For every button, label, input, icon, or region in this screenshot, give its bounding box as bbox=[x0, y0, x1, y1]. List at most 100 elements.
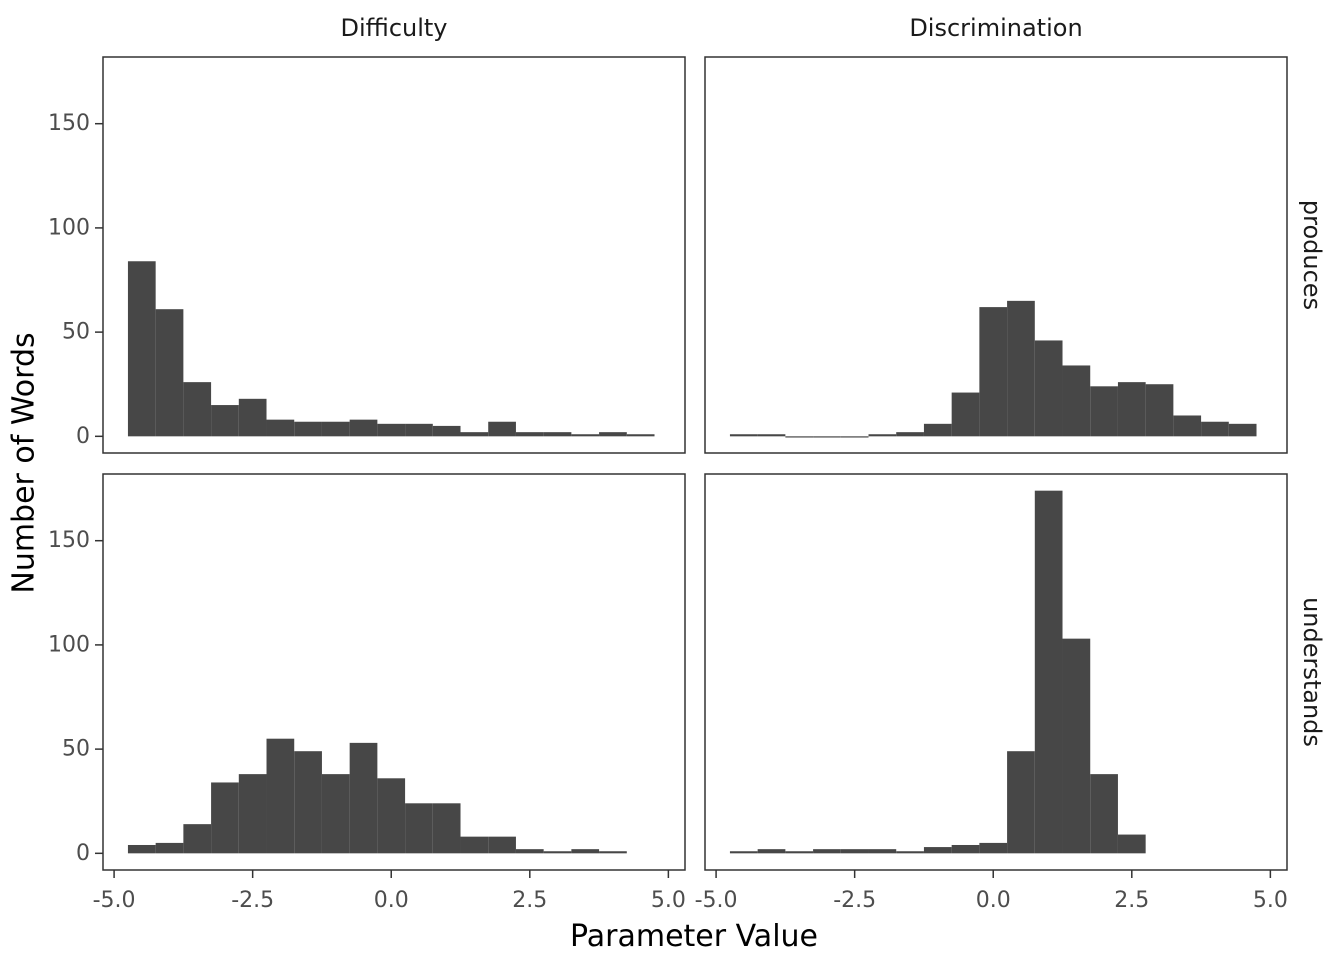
bar-produces-discrimination-12 bbox=[1062, 365, 1091, 437]
panel-border-produces-discrimination bbox=[704, 56, 1288, 454]
bar-understands-difficulty-3 bbox=[211, 782, 239, 854]
y-tick-label-understands-50: 50 bbox=[62, 737, 90, 762]
bar-understands-difficulty-12 bbox=[460, 836, 489, 854]
bar-understands-discrimination-5 bbox=[868, 849, 897, 854]
bar-understands-difficulty-2 bbox=[183, 824, 212, 854]
bar-produces-discrimination-11 bbox=[1034, 340, 1063, 437]
bar-understands-discrimination-14 bbox=[1117, 834, 1146, 854]
bar-produces-difficulty-2 bbox=[183, 382, 212, 437]
bar-produces-discrimination-17 bbox=[1201, 421, 1229, 437]
strip-label-difficulty: Difficulty bbox=[340, 14, 447, 42]
bar-produces-discrimination-5 bbox=[868, 434, 897, 437]
x-tick-label-discrimination-2: 0.0 bbox=[976, 888, 1011, 913]
bar-produces-difficulty-3 bbox=[211, 405, 239, 437]
bar-understands-difficulty-15 bbox=[543, 851, 572, 854]
y-tick-label-produces-150: 150 bbox=[48, 111, 90, 136]
bar-produces-difficulty-8 bbox=[349, 419, 378, 437]
bar-produces-difficulty-14 bbox=[515, 432, 544, 437]
strip-label-discrimination: Discrimination bbox=[909, 14, 1082, 42]
bar-understands-difficulty-13 bbox=[488, 836, 516, 854]
bar-understands-discrimination-11 bbox=[1034, 490, 1063, 854]
bar-understands-difficulty-7 bbox=[321, 774, 350, 854]
panel-bg-understands-discrimination bbox=[705, 474, 1287, 870]
bar-produces-difficulty-6 bbox=[294, 421, 322, 437]
bar-produces-difficulty-11 bbox=[432, 425, 461, 437]
bar-produces-difficulty-17 bbox=[599, 432, 627, 437]
bar-produces-difficulty-10 bbox=[405, 423, 433, 437]
y-axis-title: Number of Words bbox=[7, 332, 42, 593]
bar-produces-discrimination-0 bbox=[729, 434, 758, 437]
bar-understands-difficulty-10 bbox=[405, 803, 433, 854]
bar-understands-discrimination-9 bbox=[979, 842, 1008, 854]
bar-produces-discrimination-6 bbox=[896, 432, 924, 437]
bar-understands-difficulty-6 bbox=[294, 751, 322, 854]
strip-label-produces: produces bbox=[1298, 200, 1326, 310]
bar-understands-difficulty-0 bbox=[127, 844, 156, 854]
bar-produces-discrimination-4 bbox=[840, 436, 869, 438]
bar-produces-discrimination-3 bbox=[813, 436, 841, 438]
y-tick-label-produces-0: 0 bbox=[76, 424, 90, 449]
y-tick-label-understands-150: 150 bbox=[48, 528, 90, 553]
bar-understands-discrimination-13 bbox=[1090, 774, 1118, 854]
bar-understands-discrimination-2 bbox=[785, 851, 814, 854]
y-tick-label-understands-100: 100 bbox=[48, 632, 90, 657]
bar-understands-discrimination-12 bbox=[1062, 638, 1091, 854]
bar-produces-discrimination-10 bbox=[1007, 300, 1035, 437]
bar-understands-difficulty-14 bbox=[515, 849, 544, 854]
bar-produces-difficulty-0 bbox=[127, 261, 156, 437]
bar-produces-difficulty-1 bbox=[155, 309, 184, 437]
bar-produces-discrimination-13 bbox=[1090, 386, 1118, 437]
bar-understands-discrimination-0 bbox=[729, 851, 758, 854]
bar-produces-difficulty-7 bbox=[321, 421, 350, 437]
bar-produces-difficulty-5 bbox=[266, 419, 295, 437]
panel-border-produces-difficulty bbox=[102, 56, 686, 454]
bar-understands-difficulty-4 bbox=[238, 774, 267, 854]
panel-border-understands-discrimination bbox=[704, 473, 1288, 871]
y-tick-label-produces-50: 50 bbox=[62, 320, 90, 345]
bar-produces-discrimination-1 bbox=[757, 434, 786, 437]
strip-label-understands: understands bbox=[1298, 597, 1326, 747]
bar-understands-discrimination-8 bbox=[951, 844, 980, 854]
x-tick-label-discrimination-0: -5.0 bbox=[695, 888, 738, 913]
bar-understands-difficulty-8 bbox=[349, 742, 378, 854]
x-tick-label-difficulty-3: 2.5 bbox=[512, 888, 547, 913]
bar-understands-difficulty-17 bbox=[599, 851, 627, 854]
bar-produces-difficulty-4 bbox=[238, 398, 267, 437]
bar-produces-discrimination-15 bbox=[1145, 384, 1174, 437]
bar-produces-discrimination-2 bbox=[785, 436, 814, 438]
bar-produces-discrimination-18 bbox=[1228, 423, 1257, 437]
x-tick-label-discrimination-3: 2.5 bbox=[1114, 888, 1149, 913]
bar-produces-discrimination-14 bbox=[1117, 382, 1146, 437]
bar-understands-difficulty-16 bbox=[571, 849, 600, 854]
bar-produces-difficulty-9 bbox=[377, 423, 406, 437]
bar-understands-difficulty-5 bbox=[266, 738, 295, 854]
x-tick-label-discrimination-1: -2.5 bbox=[833, 888, 876, 913]
bar-understands-discrimination-1 bbox=[757, 849, 786, 854]
bar-understands-difficulty-9 bbox=[377, 778, 406, 854]
x-tick-label-difficulty-0: -5.0 bbox=[93, 888, 136, 913]
x-tick-label-discrimination-4: 5.0 bbox=[1253, 888, 1288, 913]
x-tick-label-difficulty-4: 5.0 bbox=[651, 888, 686, 913]
bar-produces-difficulty-16 bbox=[571, 434, 600, 437]
bar-produces-difficulty-18 bbox=[626, 434, 655, 437]
bar-produces-discrimination-9 bbox=[979, 307, 1008, 437]
x-tick-label-difficulty-2: 0.0 bbox=[374, 888, 409, 913]
bar-understands-discrimination-10 bbox=[1007, 751, 1035, 854]
bar-understands-discrimination-7 bbox=[923, 847, 952, 854]
bar-produces-discrimination-8 bbox=[951, 392, 980, 437]
bar-produces-difficulty-12 bbox=[460, 432, 489, 437]
x-axis-title: Parameter Value bbox=[570, 919, 818, 954]
bar-understands-discrimination-3 bbox=[813, 849, 841, 854]
bar-produces-difficulty-15 bbox=[543, 432, 572, 437]
bar-produces-difficulty-13 bbox=[488, 421, 516, 437]
y-tick-label-understands-0: 0 bbox=[76, 841, 90, 866]
bar-understands-discrimination-6 bbox=[896, 851, 924, 854]
y-tick-label-produces-100: 100 bbox=[48, 215, 90, 240]
bar-produces-discrimination-7 bbox=[923, 423, 952, 437]
x-tick-label-difficulty-1: -2.5 bbox=[231, 888, 274, 913]
bar-understands-difficulty-1 bbox=[155, 842, 184, 854]
bar-understands-difficulty-11 bbox=[432, 803, 461, 854]
panel-border-understands-difficulty bbox=[102, 473, 686, 871]
